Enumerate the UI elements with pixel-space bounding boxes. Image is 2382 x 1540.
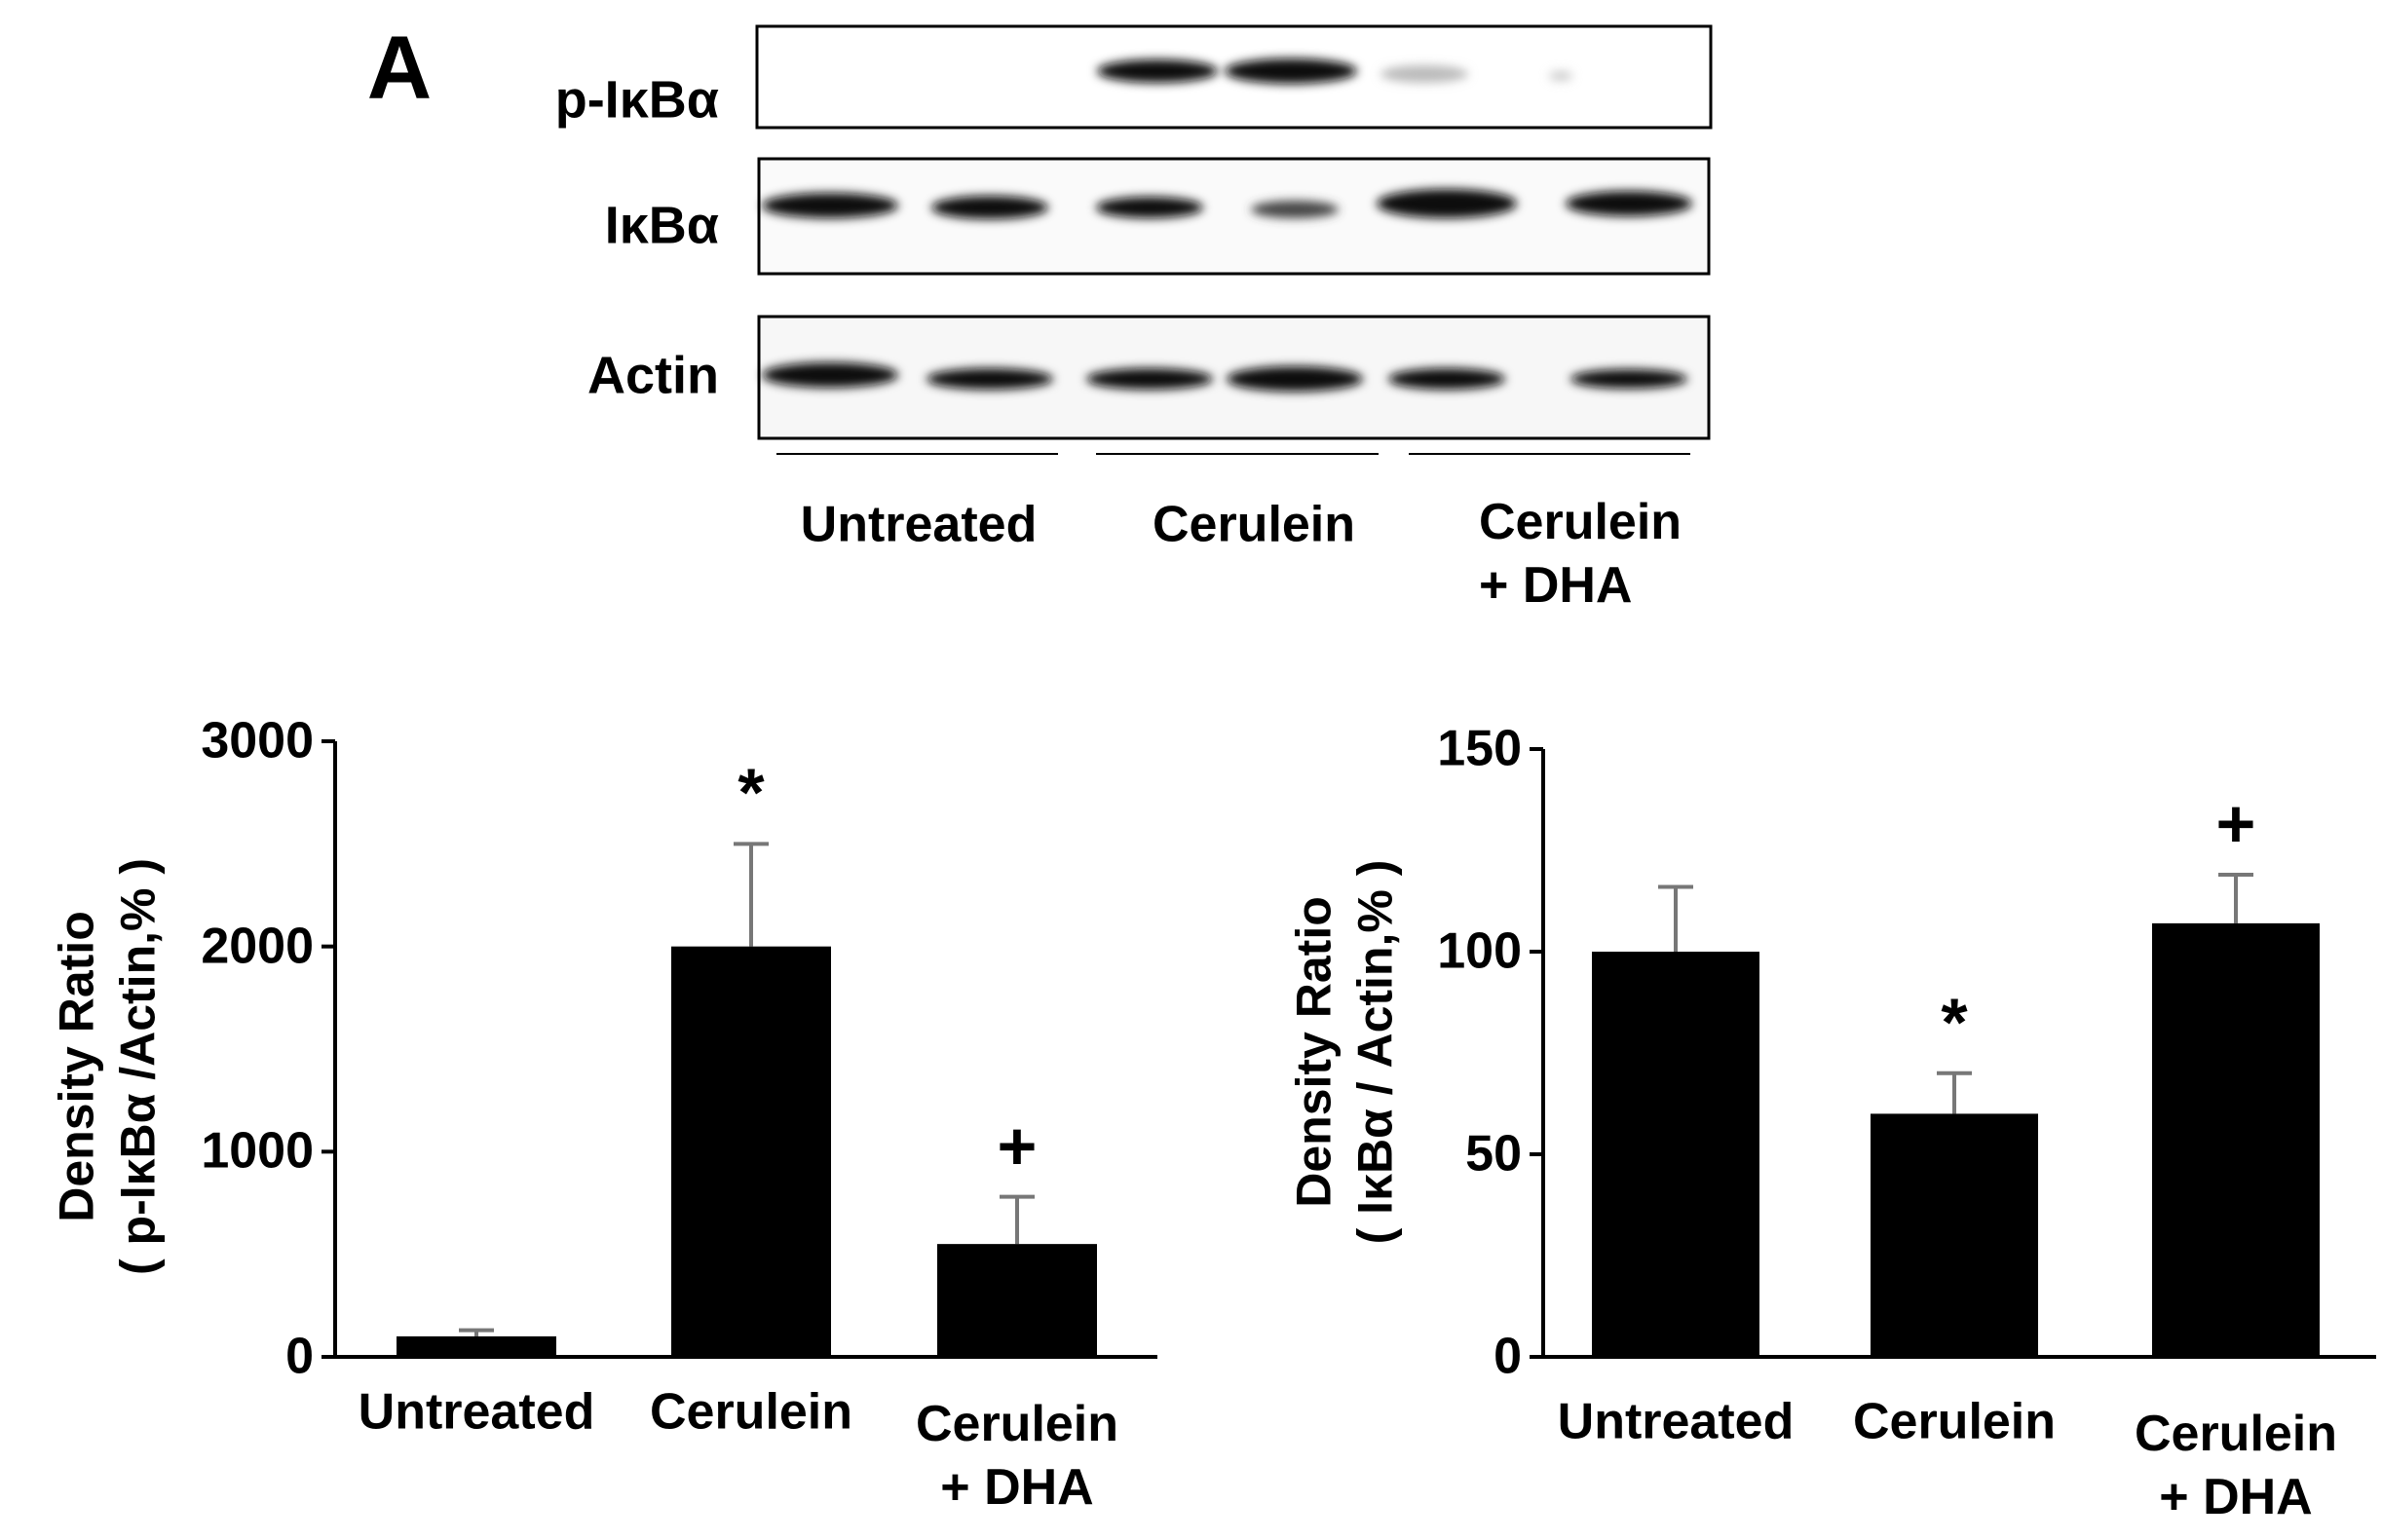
blot-group-label: Untreated	[800, 496, 1038, 553]
y-tick-label: 0	[285, 1328, 314, 1385]
bar	[671, 946, 831, 1357]
blot-row-label: p-IκBα	[554, 70, 719, 130]
x-tick-label: Cerulein	[649, 1383, 853, 1441]
y-tick-label: 3000	[201, 712, 314, 770]
blot-group-label: Cerulein	[1152, 496, 1356, 553]
bar	[397, 1335, 556, 1357]
bar	[1592, 952, 1759, 1357]
y-axis-label: Density Ratio ( p-IκBα /Actin,% )	[49, 857, 166, 1276]
blot-group-label: Cerulein + DHA	[1479, 494, 1683, 614]
y-tick-label: 2000	[201, 918, 314, 975]
blot-row-label: IκBα	[604, 196, 719, 255]
bar	[1871, 1113, 2038, 1357]
x-tick-label: Untreated	[358, 1383, 595, 1441]
blot-image	[755, 24, 1713, 455]
x-tick-label: Cerulein	[1852, 1393, 2057, 1450]
y-tick-label: 50	[1465, 1125, 1522, 1183]
y-axis-label: Density Ratio ( IκBα / Actin,% )	[1286, 859, 1403, 1245]
y-tick-label: 0	[1493, 1328, 1522, 1385]
x-tick-label: Cerulein + DHA	[2134, 1406, 2338, 1525]
blot-row-label: Actin	[587, 346, 719, 405]
x-tick-label: Untreated	[1557, 1393, 1795, 1450]
y-tick-label: 1000	[201, 1122, 314, 1180]
y-tick-label: 100	[1437, 922, 1522, 980]
y-tick-label: 150	[1437, 720, 1522, 777]
panel-label: A	[366, 18, 433, 118]
annotation: *	[1941, 984, 1968, 1061]
x-tick-label: Cerulein + DHA	[915, 1396, 1119, 1516]
annotation: *	[737, 754, 765, 831]
bar	[2152, 922, 2320, 1357]
annotation: +	[2215, 785, 2256, 862]
bar	[937, 1244, 1097, 1357]
annotation: +	[997, 1107, 1038, 1183]
